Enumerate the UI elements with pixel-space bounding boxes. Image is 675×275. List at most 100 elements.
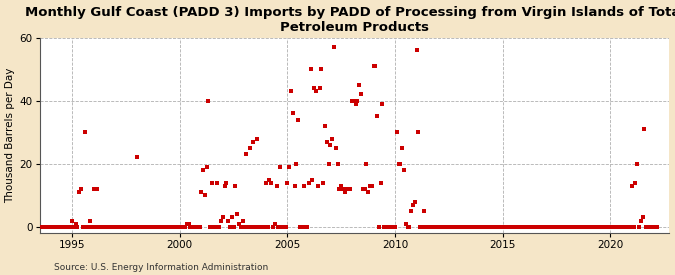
Point <box>409 199 420 204</box>
Point <box>146 225 157 229</box>
Point <box>335 184 346 188</box>
Point <box>300 225 310 229</box>
Point <box>492 225 503 229</box>
Point <box>572 225 583 229</box>
Point <box>128 225 138 229</box>
Point <box>242 225 253 229</box>
Point <box>585 225 596 229</box>
Point <box>92 187 103 191</box>
Point <box>321 139 332 144</box>
Point <box>70 222 81 226</box>
Point <box>411 48 422 52</box>
Point <box>493 225 504 229</box>
Point <box>626 184 637 188</box>
Point <box>105 225 115 229</box>
Point <box>302 225 313 229</box>
Point <box>443 225 454 229</box>
Point <box>291 162 302 166</box>
Point <box>36 225 47 229</box>
Point <box>515 225 526 229</box>
Point <box>286 89 296 94</box>
Point <box>481 225 492 229</box>
Point <box>49 225 59 229</box>
Point <box>178 225 189 229</box>
Point <box>83 225 94 229</box>
Point <box>503 225 514 229</box>
Point <box>67 218 78 223</box>
Point <box>632 162 643 166</box>
Point <box>56 225 67 229</box>
Point <box>468 225 479 229</box>
Point <box>397 146 408 150</box>
Point <box>95 225 106 229</box>
Point <box>320 124 331 128</box>
Point <box>40 225 51 229</box>
Point <box>207 180 217 185</box>
Point <box>478 225 489 229</box>
Point <box>115 225 126 229</box>
Point <box>54 225 65 229</box>
Point <box>621 225 632 229</box>
Point <box>451 225 462 229</box>
Point <box>522 225 533 229</box>
Point <box>149 225 160 229</box>
Point <box>587 225 597 229</box>
Point <box>517 225 528 229</box>
Point <box>648 225 659 229</box>
Point <box>171 225 182 229</box>
Point <box>228 225 239 229</box>
Point <box>569 225 580 229</box>
Point <box>470 225 481 229</box>
Point <box>261 180 271 185</box>
Point <box>544 225 555 229</box>
Point <box>214 225 225 229</box>
Point <box>307 177 318 182</box>
Point <box>435 225 446 229</box>
Point <box>330 146 341 150</box>
Point <box>555 225 566 229</box>
Point <box>529 225 540 229</box>
Point <box>514 225 524 229</box>
Point <box>495 225 506 229</box>
Point <box>370 64 381 68</box>
Point <box>289 184 300 188</box>
Point <box>296 225 307 229</box>
Point <box>280 225 291 229</box>
Point <box>535 225 545 229</box>
Point <box>264 177 275 182</box>
Point <box>32 225 43 229</box>
Point <box>42 225 53 229</box>
Point <box>47 225 58 229</box>
Point <box>436 225 447 229</box>
Point <box>185 225 196 229</box>
Point <box>545 225 556 229</box>
Point <box>167 225 178 229</box>
Point <box>234 222 244 226</box>
Point <box>594 225 605 229</box>
Point <box>309 86 320 90</box>
Point <box>88 187 99 191</box>
Point <box>169 225 180 229</box>
Point <box>483 225 493 229</box>
Point <box>490 225 501 229</box>
Point <box>45 225 56 229</box>
Point <box>244 146 255 150</box>
Point <box>350 101 361 106</box>
Point <box>271 184 282 188</box>
Point <box>354 83 364 87</box>
Point <box>356 92 367 97</box>
Point <box>408 203 418 207</box>
Point <box>273 225 284 229</box>
Point <box>619 225 630 229</box>
Point <box>126 225 137 229</box>
Point <box>230 184 241 188</box>
Point <box>250 225 261 229</box>
Point <box>357 187 368 191</box>
Point <box>524 225 535 229</box>
Point <box>65 225 76 229</box>
Point <box>215 218 226 223</box>
Point <box>461 225 472 229</box>
Point <box>499 225 510 229</box>
Point <box>383 225 394 229</box>
Point <box>643 225 653 229</box>
